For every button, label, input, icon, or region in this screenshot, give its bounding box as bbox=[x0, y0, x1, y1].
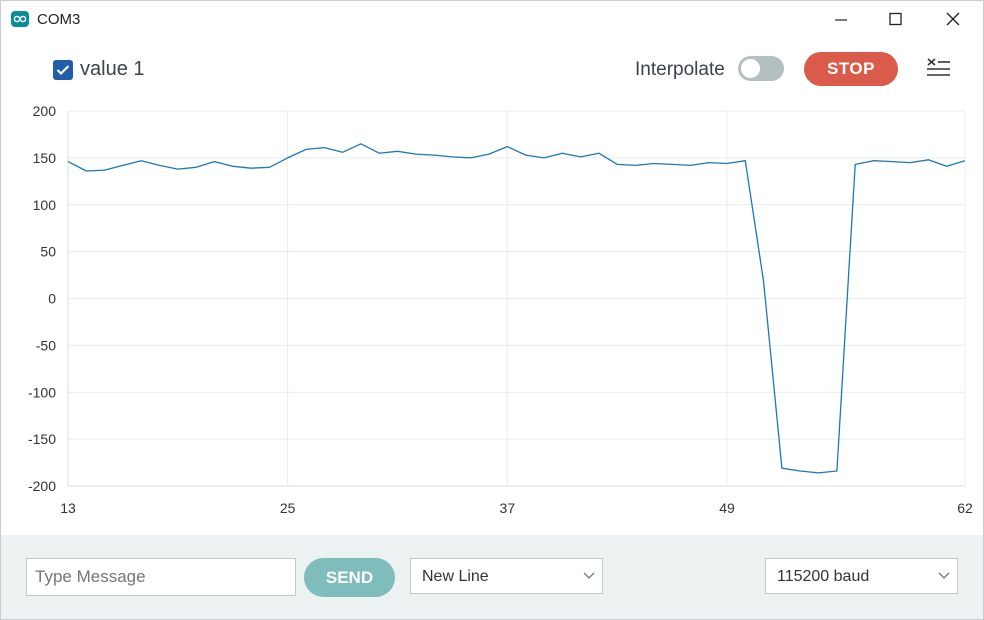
chevron-down-icon bbox=[583, 572, 595, 579]
clear-icon[interactable] bbox=[924, 56, 952, 82]
x-tick-label: 13 bbox=[60, 500, 76, 516]
y-tick-label: -200 bbox=[28, 478, 56, 494]
toggle-knob bbox=[741, 59, 760, 78]
line-ending-select[interactable]: New Line bbox=[410, 558, 603, 594]
y-tick-label: 50 bbox=[40, 244, 56, 260]
series-checkbox[interactable] bbox=[53, 60, 73, 80]
stop-button[interactable]: STOP bbox=[804, 52, 898, 86]
window-title: COM3 bbox=[37, 11, 81, 28]
close-button[interactable] bbox=[930, 5, 976, 33]
line-ending-value: New Line bbox=[422, 568, 489, 585]
x-tick-label: 62 bbox=[957, 500, 973, 516]
baud-rate-value: 115200 baud bbox=[777, 568, 870, 585]
maximize-button[interactable] bbox=[872, 5, 918, 33]
title-bar: COM3 bbox=[1, 1, 983, 38]
interpolate-toggle[interactable] bbox=[738, 56, 784, 81]
y-tick-label: -100 bbox=[28, 384, 56, 400]
message-input[interactable] bbox=[26, 558, 296, 596]
y-tick-label: -50 bbox=[36, 337, 56, 353]
minimize-button[interactable] bbox=[818, 5, 864, 33]
y-tick-label: 150 bbox=[33, 150, 57, 166]
y-tick-label: 200 bbox=[33, 103, 57, 119]
x-tick-label: 49 bbox=[719, 500, 735, 516]
x-tick-label: 37 bbox=[500, 500, 516, 516]
y-tick-label: -150 bbox=[28, 431, 56, 447]
interpolate-label: Interpolate bbox=[635, 59, 725, 80]
arduino-icon bbox=[11, 11, 29, 27]
x-tick-label: 25 bbox=[280, 500, 296, 516]
series-line bbox=[67, 143, 966, 474]
send-button[interactable]: SEND bbox=[304, 558, 395, 597]
y-tick-label: 100 bbox=[33, 197, 57, 213]
series-label: value 1 bbox=[80, 58, 145, 80]
chevron-down-icon bbox=[938, 572, 950, 579]
baud-rate-select[interactable]: 115200 baud bbox=[765, 558, 958, 594]
y-tick-label: 0 bbox=[48, 291, 56, 307]
